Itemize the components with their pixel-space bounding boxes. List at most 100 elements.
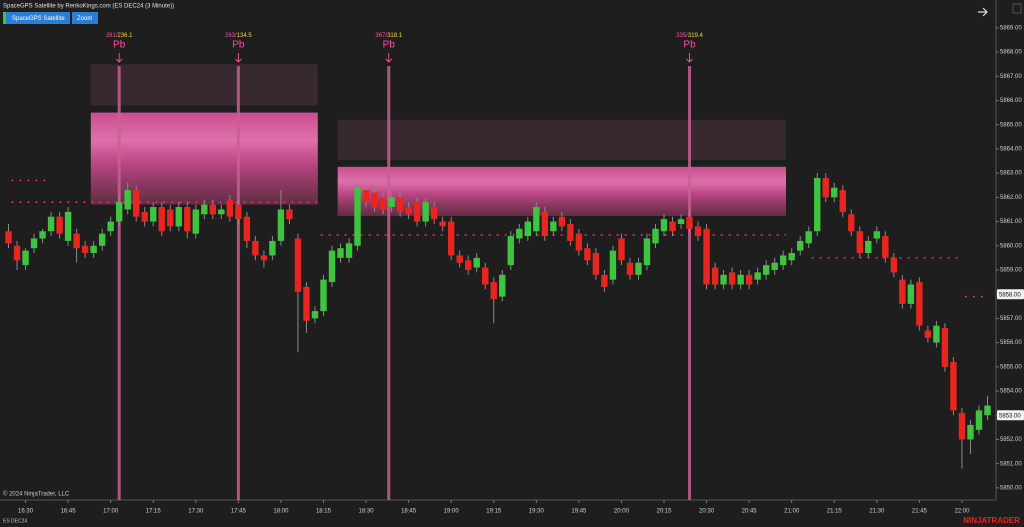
candle-body [235,204,242,220]
candle-body [669,221,676,232]
candle-body [47,216,55,232]
candle-body [362,190,370,203]
x-tick-label: 21:15 [827,509,843,515]
candle-body [396,197,404,212]
candle-body [592,253,600,275]
candle-body [694,226,702,237]
signal-value: 134.5 [237,33,253,39]
f-icon[interactable] [1012,3,1022,14]
candle-body [601,274,608,287]
x-tick-label: 20:15 [656,509,672,515]
candle-body [482,267,489,285]
x-tick-label: 19:30 [529,509,545,515]
candle-body [907,284,915,304]
plot: 281/236.1Pb263/134.5Pb367/318.1Pb335/319… [5,33,991,469]
candle-body [831,187,838,198]
y-tick-label: 5851.00 [1000,461,1022,467]
signal-label: Pb [232,40,245,51]
candle-body [950,361,957,411]
candle-body [98,233,106,246]
y-tick-label: 5867.00 [1000,74,1022,80]
y-tick-label: 5865.00 [1000,122,1022,128]
candle-body [303,286,310,321]
candle-body [660,219,668,232]
signal-arrow [235,53,242,63]
candle-body [533,207,540,232]
candle-body [967,424,974,440]
candle-body [201,204,208,215]
signal-arrow [385,53,393,63]
signal-ratio: 335/319.4 [676,33,703,39]
candle-body [899,279,906,304]
candle-body [473,257,480,268]
candle-body [124,190,131,210]
candle-body [814,177,821,232]
candle-body [209,204,217,215]
candle-body [626,262,634,275]
candle-body [550,221,557,232]
candle-body [107,221,114,232]
chart-title: SpaceGPS Satellite by RenkoKings.com (ES… [3,4,174,10]
candle-body [890,257,898,273]
candle-body [499,274,506,297]
candle-body [873,231,881,239]
signal-ratio: 263/134.5 [225,33,252,39]
candle-body [933,325,940,343]
copyright: © 2024 NinjaTrader, LLC [3,491,70,498]
candle-body [243,216,251,241]
button-label[interactable]: SpaceGPS Satellite [12,16,65,22]
x-tick-label: 21:00 [784,509,800,515]
candle-body [277,209,285,241]
button[interactable] [3,12,70,24]
candle-body [720,274,727,285]
candle-body [218,209,225,215]
candle-body [141,211,148,222]
arrow-icon[interactable] [978,7,988,17]
candle-body [56,216,63,234]
x-tick-label: 21:30 [869,509,885,515]
y-tick-label: 5868.00 [1000,50,1022,56]
candle-body [73,233,80,249]
candle-body [797,240,804,251]
button-label[interactable]: Zoom [77,16,92,22]
candle-body [90,245,97,254]
x-tick-label: 21:45 [912,509,928,515]
candle-body [609,250,617,280]
candle-body [677,219,685,224]
price-marker [997,410,1024,421]
signal-label: Pb [383,40,396,51]
candle-body [252,240,259,256]
brand: NINJATRADER [963,516,1020,525]
signal-count: 263/ [225,33,237,39]
candle-body [924,330,932,338]
candle-body [294,238,302,292]
y-tick-label: 5861.00 [1000,219,1022,225]
candle-body [439,221,446,227]
candle-body [422,202,429,222]
zone [90,112,318,205]
candle-body [81,245,89,254]
candle-body [541,211,549,237]
candle-body [516,228,523,239]
x-tick-label: 17:15 [146,509,162,515]
signal-arrow [686,53,693,63]
price-marker-label: 5853.00 [999,413,1021,419]
candle-body [643,238,651,266]
candle-body [465,260,472,270]
x-tick-label: 18:45 [401,509,417,515]
candle-body [779,255,787,266]
candle-body [941,328,949,367]
x-tick-label: 18:15 [316,509,332,515]
signal-count: 367/ [375,33,387,39]
y-tick-label: 5854.00 [1000,389,1022,395]
candle-body [652,228,659,244]
candle-body [703,228,710,285]
button[interactable] [72,12,98,24]
candle-body [260,255,268,261]
x-tick-label: 19:00 [444,509,460,515]
candle-body [490,282,497,300]
price-marker [997,289,1024,300]
candle-body [635,262,642,275]
candle-body [839,190,846,212]
candle-body [575,233,583,251]
